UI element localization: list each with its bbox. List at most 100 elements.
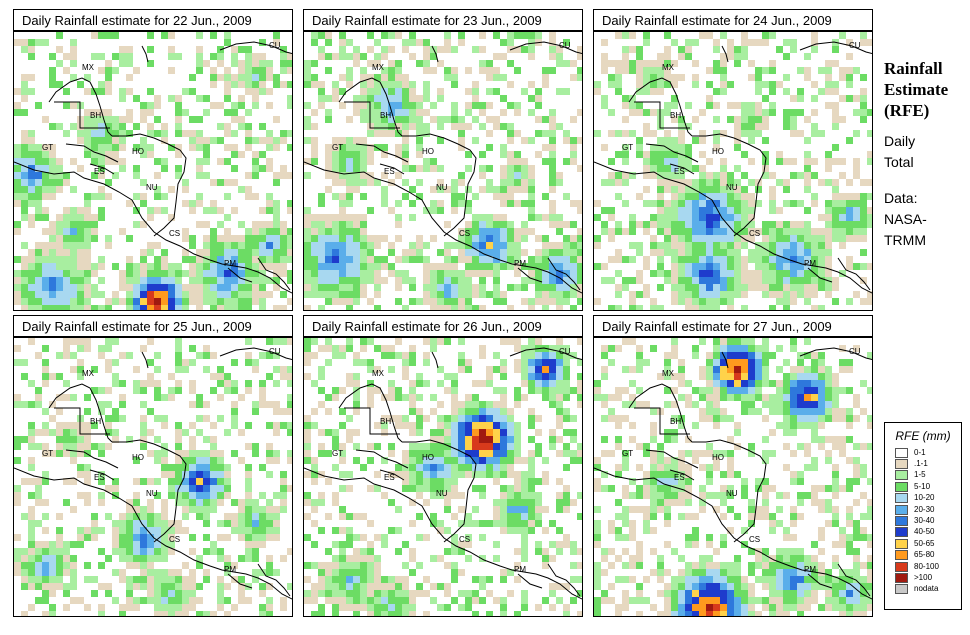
rainfall-cell <box>643 109 650 116</box>
rainfall-cell <box>783 277 790 284</box>
rainfall-cell <box>769 200 776 207</box>
rainfall-cell <box>49 277 56 284</box>
rainfall-cell <box>332 443 339 450</box>
rainfall-cell <box>458 569 465 576</box>
rainfall-cell <box>556 422 563 429</box>
rainfall-cell <box>521 298 528 305</box>
rainfall-cell <box>657 74 664 81</box>
rainfall-cell <box>437 422 444 429</box>
rainfall-cell <box>720 345 727 352</box>
rainfall-cell <box>769 60 776 67</box>
rainfall-cell <box>514 200 521 207</box>
rainfall-cell <box>367 235 374 242</box>
rainfall-cell <box>713 590 720 597</box>
rainfall-cell <box>196 478 203 485</box>
rainfall-cell <box>685 450 692 457</box>
rainfall-cell <box>189 270 196 277</box>
rainfall-cell <box>280 604 287 611</box>
rainfall-cell <box>643 88 650 95</box>
rainfall-cell <box>671 345 678 352</box>
rainfall-cell <box>685 562 692 569</box>
rainfall-cell <box>140 151 147 158</box>
rainfall-cell <box>825 81 832 88</box>
rainfall-cell <box>472 95 479 102</box>
rainfall-cell <box>287 583 292 590</box>
rainfall-cell <box>472 471 479 478</box>
rainfall-cell <box>388 116 395 123</box>
rainfall-cell <box>685 270 692 277</box>
rainfall-cell <box>783 109 790 116</box>
rainfall-cell <box>479 228 486 235</box>
rainfall-cell <box>486 471 493 478</box>
rainfall-cell <box>266 256 273 263</box>
rainfall-cell <box>507 130 514 137</box>
rainfall-cell <box>699 137 706 144</box>
rainfall-cell <box>664 366 671 373</box>
rainfall-cell <box>451 457 458 464</box>
rainfall-cell <box>706 298 713 305</box>
rainfall-cell <box>549 109 556 116</box>
coastline <box>517 573 543 589</box>
rainfall-cell <box>678 137 685 144</box>
rainfall-map-27jun: MX BH GT HO ES NU CS PM CU <box>593 337 873 617</box>
rainfall-cell <box>175 583 182 590</box>
rainfall-cell <box>35 485 42 492</box>
rainfall-cell <box>28 534 35 541</box>
rainfall-cell <box>577 457 582 464</box>
rainfall-cell <box>570 60 577 67</box>
rainfall-cell <box>776 576 783 583</box>
rainfall-cell <box>154 597 161 604</box>
rainfall-cell <box>70 338 77 345</box>
rainfall-cell <box>563 394 570 401</box>
rainfall-cell <box>755 88 762 95</box>
rainfall-cell <box>105 179 112 186</box>
rainfall-cell <box>304 60 311 67</box>
rainfall-cell <box>367 263 374 270</box>
rainfall-cell <box>231 380 238 387</box>
rainfall-cell <box>287 298 292 305</box>
rainfall-cell <box>189 576 196 583</box>
rainfall-cell <box>846 81 853 88</box>
rainfall-cell <box>325 583 332 590</box>
rainfall-cell <box>91 235 98 242</box>
coastline <box>628 77 693 137</box>
rainfall-cell <box>409 597 416 604</box>
rainfall-cell <box>846 137 853 144</box>
rainfall-cell <box>748 207 755 214</box>
rainfall-cell <box>339 485 346 492</box>
rainfall-cell <box>367 583 374 590</box>
rainfall-cell <box>615 221 622 228</box>
rainfall-cell <box>727 611 734 616</box>
rainfall-cell <box>423 256 430 263</box>
rainfall-cell <box>549 179 556 186</box>
rainfall-cell <box>140 270 147 277</box>
rainfall-cell <box>105 151 112 158</box>
rainfall-cell <box>748 228 755 235</box>
rainfall-cell <box>388 88 395 95</box>
rainfall-cell <box>353 277 360 284</box>
rainfall-cell <box>692 270 699 277</box>
rainfall-cell <box>126 520 133 527</box>
rainfall-cell <box>56 450 63 457</box>
rainfall-cell <box>35 151 42 158</box>
rainfall-cell <box>140 597 147 604</box>
rainfall-cell <box>430 513 437 520</box>
rainfall-cell <box>500 492 507 499</box>
rainfall-cell <box>105 116 112 123</box>
rainfall-cell <box>140 541 147 548</box>
rainfall-cell <box>231 450 238 457</box>
rainfall-cell <box>622 53 629 60</box>
rainfall-cell <box>797 263 804 270</box>
rainfall-cell <box>367 604 374 611</box>
rainfall-cell <box>196 95 203 102</box>
rainfall-cell <box>35 499 42 506</box>
rainfall-cell <box>161 576 168 583</box>
rainfall-cell <box>472 242 479 249</box>
rainfall-cell <box>769 429 776 436</box>
rainfall-cell <box>35 394 42 401</box>
rainfall-cell <box>42 186 49 193</box>
rainfall-cell <box>70 576 77 583</box>
rainfall-cell <box>825 235 832 242</box>
rainfall-cell <box>783 534 790 541</box>
rainfall-cell <box>395 548 402 555</box>
